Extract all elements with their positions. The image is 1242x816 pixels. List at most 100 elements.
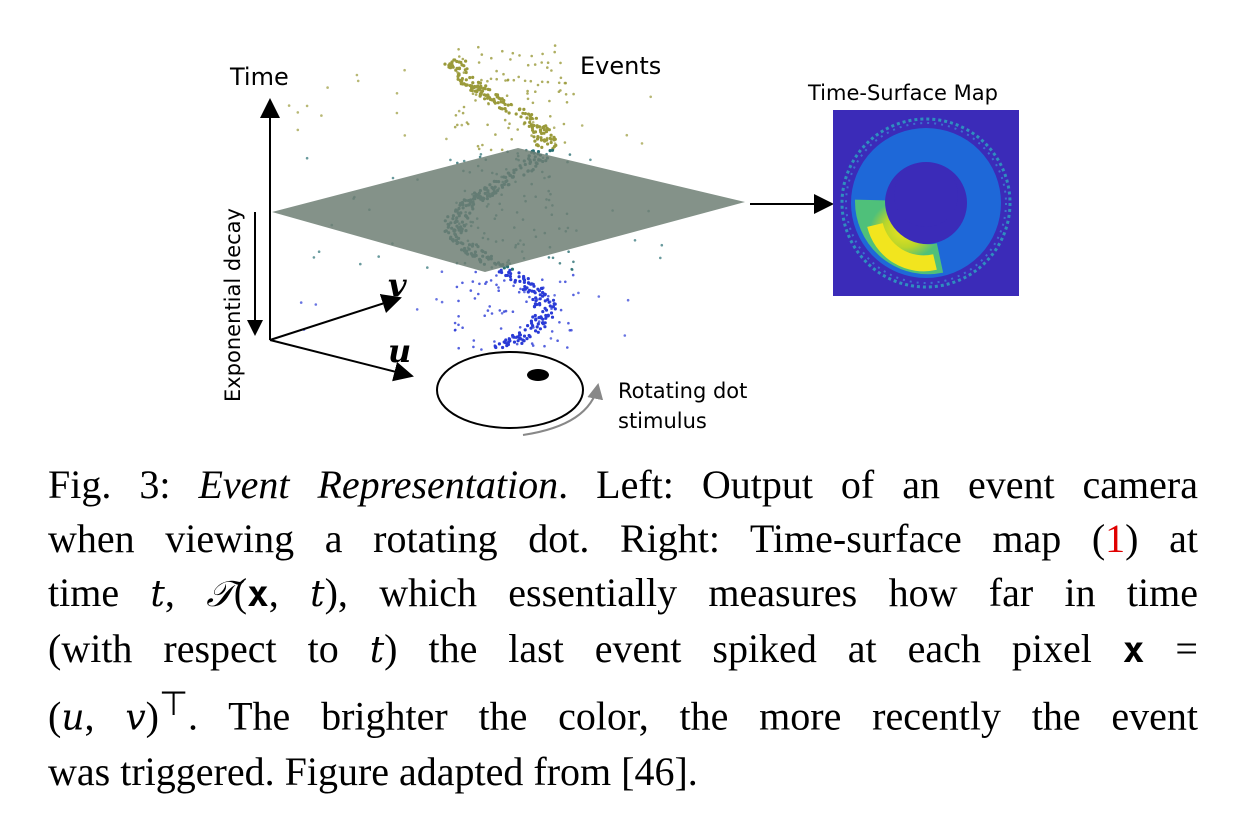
event-dot [453, 329, 457, 332]
caption-text: , [84, 693, 126, 739]
event-dot [553, 307, 557, 311]
event-dot [456, 123, 459, 127]
equation-reference-link[interactable]: 1 [1105, 516, 1126, 561]
event-dot [533, 139, 537, 143]
event-dot [544, 313, 548, 318]
event-dot [511, 51, 515, 55]
event-dot [395, 111, 399, 115]
math-u: u [61, 697, 85, 739]
event-dot [659, 256, 662, 260]
event-dot [514, 336, 518, 340]
event-dot [530, 113, 534, 117]
event-dot [553, 44, 557, 47]
event-dot [531, 282, 535, 286]
time-plane [272, 148, 745, 272]
caption-text: ) at [1125, 516, 1198, 561]
caption-line-4: (with respect to t) the last event spike… [48, 622, 1198, 678]
event-dot [305, 156, 309, 160]
event-dot [521, 288, 525, 292]
event-dot [500, 312, 504, 315]
event-dot [526, 63, 530, 67]
event-dot [457, 299, 460, 303]
event-dot [486, 79, 489, 83]
event-dot [517, 290, 521, 294]
event-dot [537, 320, 541, 323]
event-dot [531, 297, 535, 302]
event-dot [440, 300, 444, 304]
event-dot [532, 304, 537, 308]
event-dot [517, 75, 520, 79]
event-dot [549, 115, 552, 118]
event-dot [522, 334, 527, 338]
event-dot [510, 103, 514, 107]
event-dot [559, 76, 563, 80]
event-dot [469, 289, 473, 292]
math-t: t [310, 574, 325, 615]
event-dot [479, 87, 482, 91]
event-dot [548, 300, 552, 304]
figure-number: Fig. 3: [48, 462, 171, 507]
event-dot [468, 76, 472, 80]
event-dot [526, 281, 531, 285]
event-dot [305, 104, 309, 108]
event-dot [495, 283, 498, 287]
event-dot [538, 303, 542, 307]
event-dot [457, 323, 460, 327]
event-dot [476, 80, 481, 84]
event-dot [472, 339, 476, 342]
event-dot [377, 255, 381, 258]
event-dot [477, 292, 480, 296]
event-dot [457, 60, 461, 64]
event-dot [549, 337, 553, 340]
event-dot [528, 295, 531, 299]
rotation-arrow [522, 383, 604, 436]
event-dot [453, 125, 457, 129]
event-dot [507, 337, 511, 340]
event-dot [536, 83, 540, 87]
event-dot [479, 84, 483, 88]
event-dot [440, 270, 444, 274]
event-dot [549, 140, 553, 145]
event-dot [494, 93, 498, 97]
event-dot [534, 329, 538, 333]
event-dot [565, 101, 569, 104]
math-x: x [1122, 630, 1145, 671]
event-dot [521, 111, 525, 115]
event-dot [558, 321, 561, 324]
event-dot [523, 79, 527, 83]
event-dot [483, 314, 487, 318]
event-dot [477, 45, 480, 49]
time-axis-label: Time [229, 63, 289, 91]
caption-text: ) [145, 693, 159, 739]
event-dot [356, 79, 360, 83]
event-dot [532, 135, 536, 139]
event-dot [522, 122, 526, 126]
event-dot [572, 293, 575, 297]
math-v: v [125, 697, 146, 739]
event-dot [660, 243, 664, 247]
event-dot [538, 327, 543, 331]
event-dot [312, 256, 316, 259]
event-dot [471, 75, 475, 79]
event-dot [464, 70, 468, 75]
event-dot [513, 278, 518, 283]
event-dot [551, 256, 555, 260]
event-dot [534, 317, 538, 321]
event-dot [522, 274, 526, 279]
event-dot [509, 272, 513, 276]
event-dot [456, 161, 459, 165]
caption-line-6: was triggered. Figure adapted from [46]. [48, 749, 698, 795]
event-dot [512, 340, 517, 344]
event-dot [545, 126, 549, 130]
event-dot [480, 53, 484, 56]
event-dot [530, 134, 533, 137]
event-dot [531, 344, 535, 347]
event-dot [541, 52, 544, 56]
event-dot [536, 150, 541, 154]
event-dot [497, 270, 501, 274]
caption-text: = [1144, 626, 1198, 671]
event-dot [548, 99, 551, 103]
event-dot [543, 325, 547, 329]
event-dot [504, 338, 508, 342]
event-dot [506, 103, 510, 107]
